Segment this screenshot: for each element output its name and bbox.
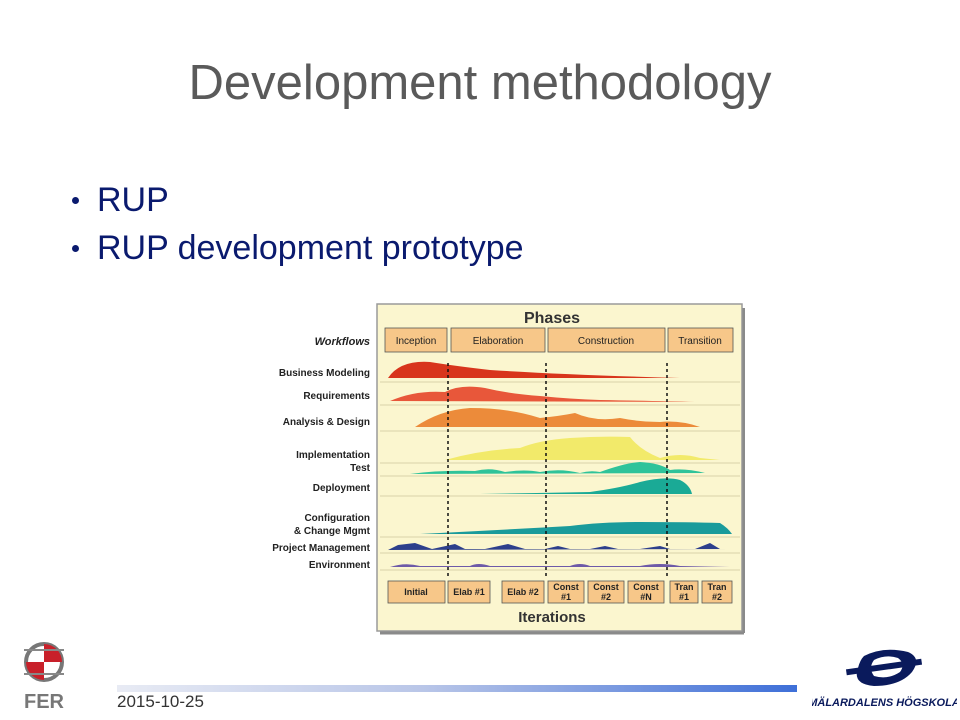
fer-logo-icon: FER [24, 642, 65, 713]
bullet-item: RUP development prototype [72, 224, 524, 272]
workflow-humps [388, 361, 732, 567]
hump-business-modeling [388, 361, 680, 378]
fer-logo-text: FER [24, 691, 65, 713]
phase-label: Construction [578, 336, 634, 347]
footer-bar [117, 685, 797, 692]
hump-deployment [480, 478, 692, 494]
mdh-logo-text: MÄLARDALENS HÖGSKOLA [812, 696, 957, 709]
iteration-label: #2 [712, 592, 722, 602]
workflow-label: Deployment [313, 483, 371, 494]
iteration-box [701, 580, 733, 604]
iteration-label: #1 [561, 592, 571, 602]
phases-title: Phases [524, 310, 580, 327]
iteration-box [627, 580, 665, 604]
hump-environment [390, 564, 730, 567]
phase-label: Transition [678, 336, 722, 347]
workflow-label: & Change Mgmt [294, 526, 371, 537]
footer-date: 2015-10-25 [117, 692, 204, 711]
hump-requirements [390, 386, 695, 402]
workflow-label: Business Modeling [279, 368, 370, 379]
bullet-dot-icon [72, 244, 79, 252]
iteration-box [447, 580, 491, 604]
workflows-title: Workflows [315, 336, 370, 348]
iterations-title: Iterations [518, 609, 586, 626]
hump-config-change [420, 522, 732, 534]
bullet-dot-icon [72, 196, 79, 204]
iteration-label: #N [640, 592, 652, 602]
iteration-label: Tran [674, 582, 693, 592]
iteration-label: Tran [707, 582, 726, 592]
bullet-text: RUP [97, 181, 169, 219]
workflow-label: Environment [309, 560, 371, 571]
workflow-label: Test [350, 463, 370, 474]
bullet-list: RUP RUP development prototype [72, 176, 524, 272]
phase-header-row: Inception Elaboration Construction Trans… [384, 327, 734, 353]
phase-label: Inception [396, 336, 437, 347]
phase-box-elaboration [450, 327, 546, 353]
hump-test [410, 462, 705, 474]
phase-box-inception [384, 327, 448, 353]
iteration-box [587, 580, 625, 604]
iteration-label: #1 [679, 592, 689, 602]
iteration-row: Initial Elab #1 Elab #2 Const #1 Const #… [387, 580, 733, 604]
iteration-label: Elab #2 [507, 587, 539, 597]
mdh-logo-icon: MÄLARDALENS HÖGSKOLA [812, 649, 957, 709]
hump-analysis-design [415, 408, 700, 427]
iteration-label: Initial [404, 587, 428, 597]
iteration-box [547, 580, 585, 604]
iteration-label: Const [553, 582, 579, 592]
iteration-box [387, 580, 446, 604]
bullet-text: RUP development prototype [97, 229, 524, 267]
workflow-label: Requirements [303, 391, 370, 402]
phase-label: Elaboration [473, 336, 524, 347]
iteration-label: Elab #1 [453, 587, 485, 597]
workflow-label: Configuration [304, 513, 370, 524]
hump-project-mgmt [388, 543, 730, 550]
diagram-panel [376, 303, 743, 632]
iteration-box [501, 580, 545, 604]
bullet-item: RUP [72, 176, 524, 224]
phase-box-transition [667, 327, 734, 353]
workflow-label: Analysis & Design [283, 417, 370, 428]
rup-diagram: Phases Iterations Workflows Inception El… [272, 303, 745, 635]
workflow-label: Implementation [296, 450, 370, 461]
slide-title: Development methodology [188, 56, 772, 110]
phase-box-construction [547, 327, 666, 353]
hump-implementation [445, 436, 720, 460]
iteration-label: #2 [601, 592, 611, 602]
iteration-label: Const [593, 582, 619, 592]
iteration-label: Const [633, 582, 659, 592]
workflow-label: Project Management [272, 543, 370, 554]
iteration-box [669, 580, 699, 604]
